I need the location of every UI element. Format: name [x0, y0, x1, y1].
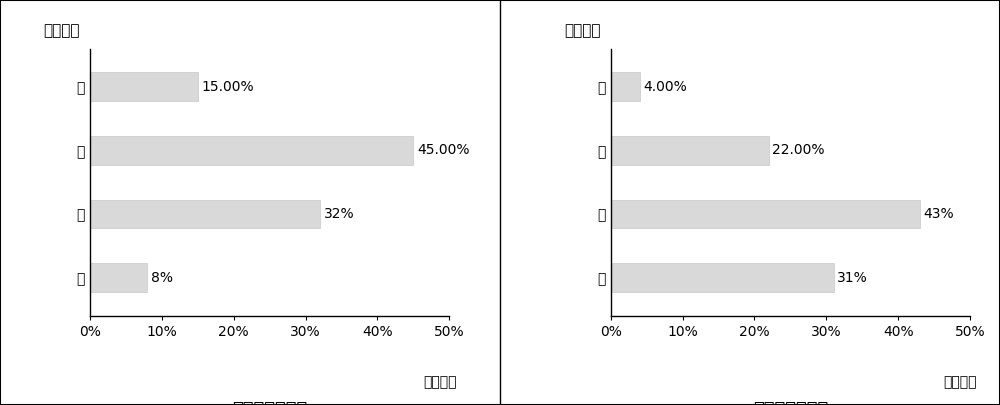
Bar: [90, 263, 147, 292]
Text: 内涝程度: 内涝程度: [564, 23, 601, 38]
Bar: [611, 136, 769, 165]
Bar: [611, 263, 834, 292]
Text: 45.00%: 45.00%: [417, 143, 469, 158]
Text: 31%: 31%: [837, 271, 868, 285]
Bar: [90, 72, 198, 101]
Text: 22.00%: 22.00%: [772, 143, 825, 158]
Text: 发生概率: 发生概率: [423, 375, 456, 389]
Text: 4.00%: 4.00%: [643, 80, 687, 94]
Bar: [90, 200, 320, 228]
Text: 第一组预测结果: 第一组预测结果: [232, 401, 307, 405]
Text: 43%: 43%: [923, 207, 954, 221]
Text: 32%: 32%: [323, 207, 354, 221]
Text: 发生概率: 发生概率: [944, 375, 977, 389]
Bar: [611, 72, 640, 101]
Text: 8%: 8%: [151, 271, 173, 285]
Bar: [90, 136, 413, 165]
Text: 15.00%: 15.00%: [201, 80, 254, 94]
Text: 内涝程度: 内涝程度: [43, 23, 80, 38]
Text: 第二组预测结果: 第二组预测结果: [753, 401, 828, 405]
Bar: [611, 200, 920, 228]
